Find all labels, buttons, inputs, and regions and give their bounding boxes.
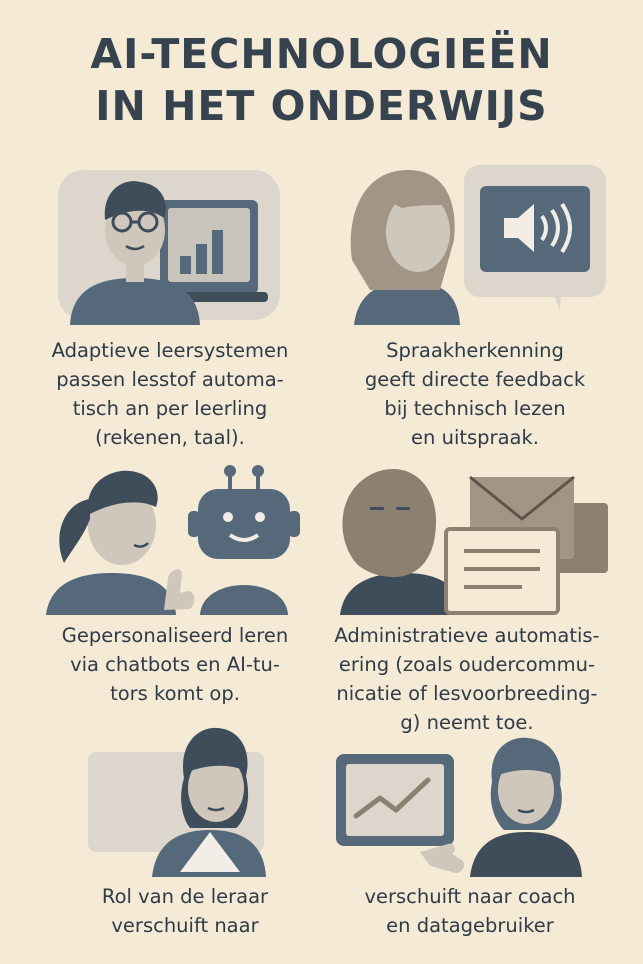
title-line-1: AI-TECHNOLOGIEËN — [90, 30, 553, 78]
page-title: AI-TECHNOLOGIEËN IN HET ONDERWIJS — [0, 28, 643, 132]
caption-speech-recognition: Spraakherkenning geeft directe feedback … — [340, 336, 610, 452]
card-admin-automation: Administratieve automatis- ering (zoals … — [322, 455, 612, 735]
caption-line: tors komt op. — [110, 682, 240, 705]
caption-line: geeft directe feedback — [364, 368, 586, 391]
caption-adaptive-learning: Adaptieve leersystemen passen lesstof au… — [40, 336, 300, 452]
caption-teacher-role: Rol van de leraar verschuift naar — [60, 882, 310, 940]
title-line-2: IN HET ONDERWIJS — [95, 82, 548, 130]
girl-robot-icon — [46, 465, 300, 615]
caption-line: Gepersonaliseerd leren — [61, 624, 289, 647]
caption-line: nicatie of lesvoorbreeding- — [336, 682, 598, 705]
caption-chatbots: Gepersonaliseerd leren via chatbots en A… — [30, 621, 320, 708]
man-envelope-icon — [340, 468, 608, 615]
caption-line: g) neemt toe. — [400, 711, 534, 734]
caption-admin-automation: Administratieve automatis- ering (zoals … — [322, 621, 612, 737]
caption-line: verschuift naar coach — [364, 885, 576, 908]
student-laptop-icon — [58, 170, 280, 325]
caption-line: bij technisch lezen — [384, 397, 566, 420]
caption-line: passen lesstof automa- — [56, 368, 284, 391]
card-speech-recognition: Spraakherkenning geeft directe feedback … — [340, 160, 610, 450]
card-coach: verschuift naar coach en datagebruiker — [330, 722, 610, 952]
teacher-board-icon — [88, 727, 266, 877]
caption-line: en datagebruiker — [386, 914, 554, 937]
caption-line: tisch an per leerling — [72, 397, 268, 420]
caption-line: (rekenen, taal). — [95, 426, 245, 449]
caption-line: via chatbots en AI-tu- — [70, 653, 280, 676]
speech-speaker-icon — [350, 165, 606, 325]
card-teacher-role: Rol van de leraar verschuift naar — [60, 722, 310, 952]
caption-line: Administratieve automatis- — [334, 624, 600, 647]
card-adaptive-learning: Adaptieve leersystemen passen lesstof au… — [40, 160, 300, 450]
coach-chart-icon — [336, 737, 582, 877]
caption-line: ering (zoals oudercommu- — [338, 653, 596, 676]
caption-coach: verschuift naar coach en datagebruiker — [330, 882, 610, 940]
caption-line: Rol van de leraar — [101, 885, 269, 908]
caption-line: verschuift naar — [111, 914, 259, 937]
caption-line: Spraakherkenning — [386, 339, 564, 362]
caption-line: Adaptieve leersystemen — [51, 339, 289, 362]
caption-line: en uitspraak. — [411, 426, 539, 449]
card-chatbots: Gepersonaliseerd leren via chatbots en A… — [30, 455, 320, 705]
